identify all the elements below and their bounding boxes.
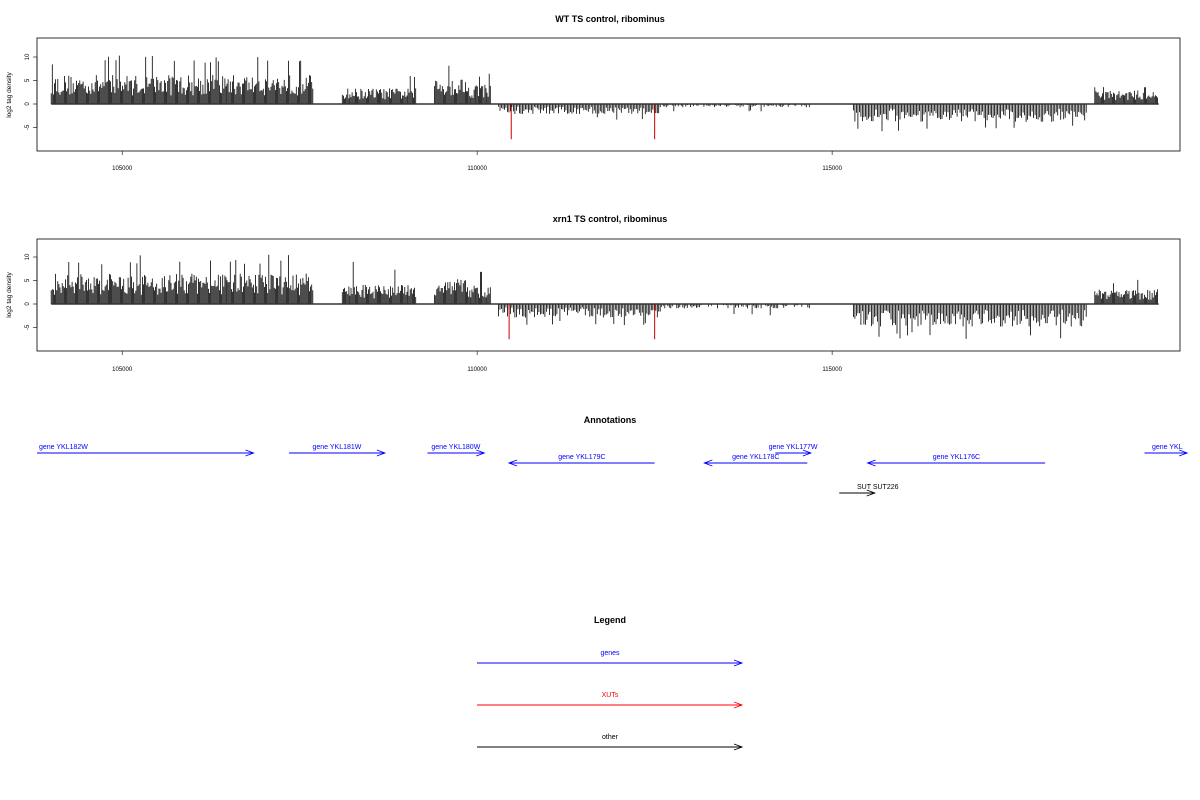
legend-label: XUTs [602, 692, 619, 699]
y-tick-label: 0 [25, 102, 31, 106]
y-tick-label: 5 [25, 78, 31, 82]
legend-arrowhead [733, 701, 744, 709]
feature-label: gene YKL180W [431, 444, 480, 451]
feature-label: gene YKL [1152, 444, 1183, 451]
legend-title: Legend [594, 615, 626, 625]
feature-arrowhead [507, 459, 518, 467]
feature-arrowhead [245, 449, 255, 457]
feature-arrowhead [866, 459, 876, 467]
y-axis-label: log2 tag density [6, 271, 13, 317]
legend-item-xut: XUTs [477, 692, 744, 709]
legend-label: other [602, 734, 619, 741]
negative-bar-cluster [853, 304, 1087, 339]
annotation-feature: SUT SUT226 [839, 484, 899, 497]
axes: 10 5 0 -5 105000 110000 115000 [25, 253, 843, 373]
negative-bar-cluster [498, 104, 661, 120]
positive-bar-cluster [466, 271, 491, 304]
y-tick-label: 10 [25, 53, 31, 60]
annotation-feature: gene YKL180W [427, 444, 486, 457]
x-tick-label: 105000 [112, 367, 133, 373]
x-tick-label: 110000 [467, 367, 487, 373]
annotation-features: gene YKL182W gene YKL181W gene YKL180W gene… [37, 444, 1189, 497]
y-tick-label: 10 [25, 253, 31, 260]
feature-label: gene YKL181W [312, 444, 361, 451]
axes: 10 5 0 -5 105000 110000 115000 [25, 53, 843, 172]
feature-label: gene YKL176C [933, 454, 980, 461]
legend-panel: Legend genes XUTs other [477, 615, 744, 751]
wt-density-track: WT TS control, ribominus log2 tag densit… [6, 14, 1181, 172]
annotation-feature: gene YKL182W [37, 444, 255, 457]
feature-arrowhead [802, 449, 813, 457]
positive-bar-cluster [1094, 279, 1158, 304]
annotation-feature: gene YKL176C [866, 454, 1046, 467]
x-tick-label: 110000 [467, 166, 487, 172]
track-title: xrn1 TS control, ribominus [553, 214, 668, 224]
legend-items: genes XUTs other [477, 650, 744, 751]
annotation-feature: gene YKL179C [507, 454, 655, 467]
legend-item-other: other [477, 734, 744, 751]
feature-label: gene YKL178C [732, 454, 779, 461]
x-tick-label: 105000 [112, 166, 133, 172]
positive-bar-cluster [341, 261, 417, 304]
density-bars [50, 55, 1159, 140]
track-title: WT TS control, ribominus [555, 14, 665, 24]
y-tick-label: -5 [25, 324, 31, 330]
positive-bar-cluster [466, 73, 491, 104]
annotation-feature: gene YKL178C [703, 454, 808, 467]
feature-arrowhead [1178, 449, 1189, 457]
y-axis-label: log2 tag density [6, 71, 13, 117]
x-tick-label: 115000 [822, 166, 842, 172]
legend-arrowhead [733, 743, 744, 751]
feature-arrowhead [866, 489, 877, 497]
positive-bar-cluster [434, 65, 466, 104]
x-tick-label: 115000 [822, 367, 842, 373]
xrn1-density-track: xrn1 TS control, ribominus log2 tag dens… [6, 214, 1181, 373]
negative-bar-cluster [853, 104, 1087, 132]
positive-bar-cluster [341, 76, 417, 104]
positive-bar-cluster [1094, 87, 1158, 104]
feature-label: gene YKL179C [558, 454, 605, 461]
feature-label: SUT SUT226 [857, 484, 899, 491]
feature-arrowhead [376, 449, 387, 457]
negative-bar-cluster [661, 304, 810, 316]
legend-arrowhead [733, 659, 744, 667]
y-tick-label: 5 [25, 278, 31, 282]
annotation-feature: gene YKL181W [289, 444, 387, 457]
density-bars [50, 254, 1159, 340]
y-tick-label: -5 [25, 124, 31, 130]
legend-label: genes [600, 650, 620, 657]
positive-bar-cluster [50, 55, 314, 104]
positive-bar-cluster [434, 279, 466, 304]
feature-label: gene YKL182W [39, 444, 88, 451]
annotation-feature: gene YKL [1144, 444, 1189, 457]
annotation-feature: gene YKL177W [769, 444, 818, 457]
feature-arrowhead [476, 449, 486, 457]
y-tick-label: 0 [25, 302, 31, 306]
annotations-panel: Annotations gene YKL182W gene YKL181W gene… [37, 415, 1189, 497]
feature-arrowhead [703, 459, 713, 467]
negative-bar-cluster [662, 104, 810, 112]
negative-bar-cluster [498, 304, 661, 325]
feature-label: gene YKL177W [769, 444, 818, 451]
legend-item-gene: genes [477, 650, 744, 667]
annotations-title: Annotations [584, 415, 637, 425]
positive-bar-cluster [50, 254, 314, 304]
